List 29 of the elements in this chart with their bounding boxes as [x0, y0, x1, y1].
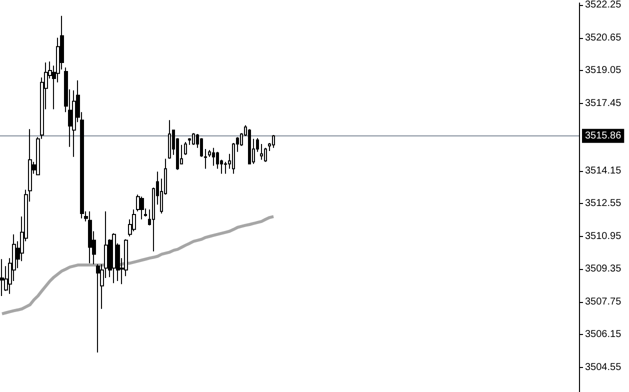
y-tick-label: 3506.15: [585, 329, 622, 340]
y-tick-label: 3504.55: [585, 362, 622, 373]
candlestick: [212, 147, 215, 166]
candlestick: [192, 132, 195, 146]
candlestick: [204, 148, 207, 170]
candlestick: [248, 128, 251, 164]
candlestick: [260, 144, 263, 160]
y-tick-label: 3514.15: [585, 165, 622, 176]
candlestick: [88, 210, 92, 264]
y-tick-label: 3507.75: [585, 296, 622, 308]
y-tick-label: 3522.25: [585, 0, 622, 10]
y-tick-label: 3519.05: [585, 65, 622, 76]
y-tick-label: 3512.55: [585, 198, 622, 210]
line-series: [0, 215, 276, 316]
candlestick: [216, 151, 219, 170]
y-tick-label: 3510.95: [585, 230, 622, 242]
y-tick-label: 3520.65: [585, 32, 622, 44]
candlestick: [168, 120, 171, 160]
candlestick: [96, 264, 100, 353]
candlestick: [264, 147, 267, 162]
candlestick: [112, 232, 116, 284]
candlestick: [0, 258, 4, 296]
candlestick: [184, 141, 187, 156]
y-tick-label: 3509.35: [585, 264, 622, 275]
y-tick-label: 3517.45: [585, 98, 622, 109]
candlestick: [272, 134, 275, 148]
ref-line-label: 3515.86: [585, 130, 622, 142]
candlestick: [140, 196, 144, 220]
candlestick: [200, 138, 203, 158]
